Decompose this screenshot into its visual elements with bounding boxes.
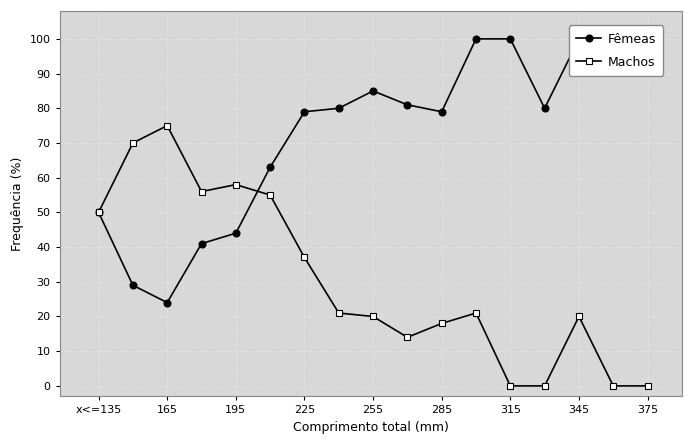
Line: Machos: Machos — [95, 122, 651, 389]
Fêmeas — [266, 165, 274, 170]
Fêmeas — [94, 210, 103, 215]
Fêmeas — [300, 109, 308, 114]
Machos — [163, 123, 171, 128]
Fêmeas — [574, 36, 583, 41]
Machos — [472, 310, 480, 316]
Machos — [129, 140, 137, 146]
Machos — [231, 182, 240, 187]
Machos — [437, 321, 446, 326]
Machos — [369, 314, 377, 319]
Machos — [643, 383, 651, 388]
Fêmeas — [506, 36, 514, 41]
Fêmeas — [231, 231, 240, 236]
Fêmeas — [403, 102, 412, 108]
Fêmeas — [643, 36, 651, 41]
Legend: Fêmeas, Machos: Fêmeas, Machos — [568, 25, 663, 76]
Fêmeas — [163, 300, 171, 305]
X-axis label: Comprimento total (mm): Comprimento total (mm) — [293, 421, 449, 434]
Machos — [335, 310, 343, 316]
Machos — [300, 255, 308, 260]
Fêmeas — [335, 105, 343, 111]
Fêmeas — [437, 109, 446, 114]
Machos — [574, 314, 583, 319]
Machos — [266, 192, 274, 198]
Y-axis label: Frequência (%): Frequência (%) — [11, 157, 24, 251]
Machos — [609, 383, 617, 388]
Machos — [94, 210, 103, 215]
Fêmeas — [198, 241, 206, 246]
Fêmeas — [472, 36, 480, 41]
Fêmeas — [541, 105, 549, 111]
Line: Fêmeas: Fêmeas — [95, 36, 651, 306]
Machos — [506, 383, 514, 388]
Machos — [198, 189, 206, 194]
Machos — [541, 383, 549, 388]
Fêmeas — [129, 283, 137, 288]
Fêmeas — [369, 88, 377, 93]
Machos — [403, 335, 412, 340]
